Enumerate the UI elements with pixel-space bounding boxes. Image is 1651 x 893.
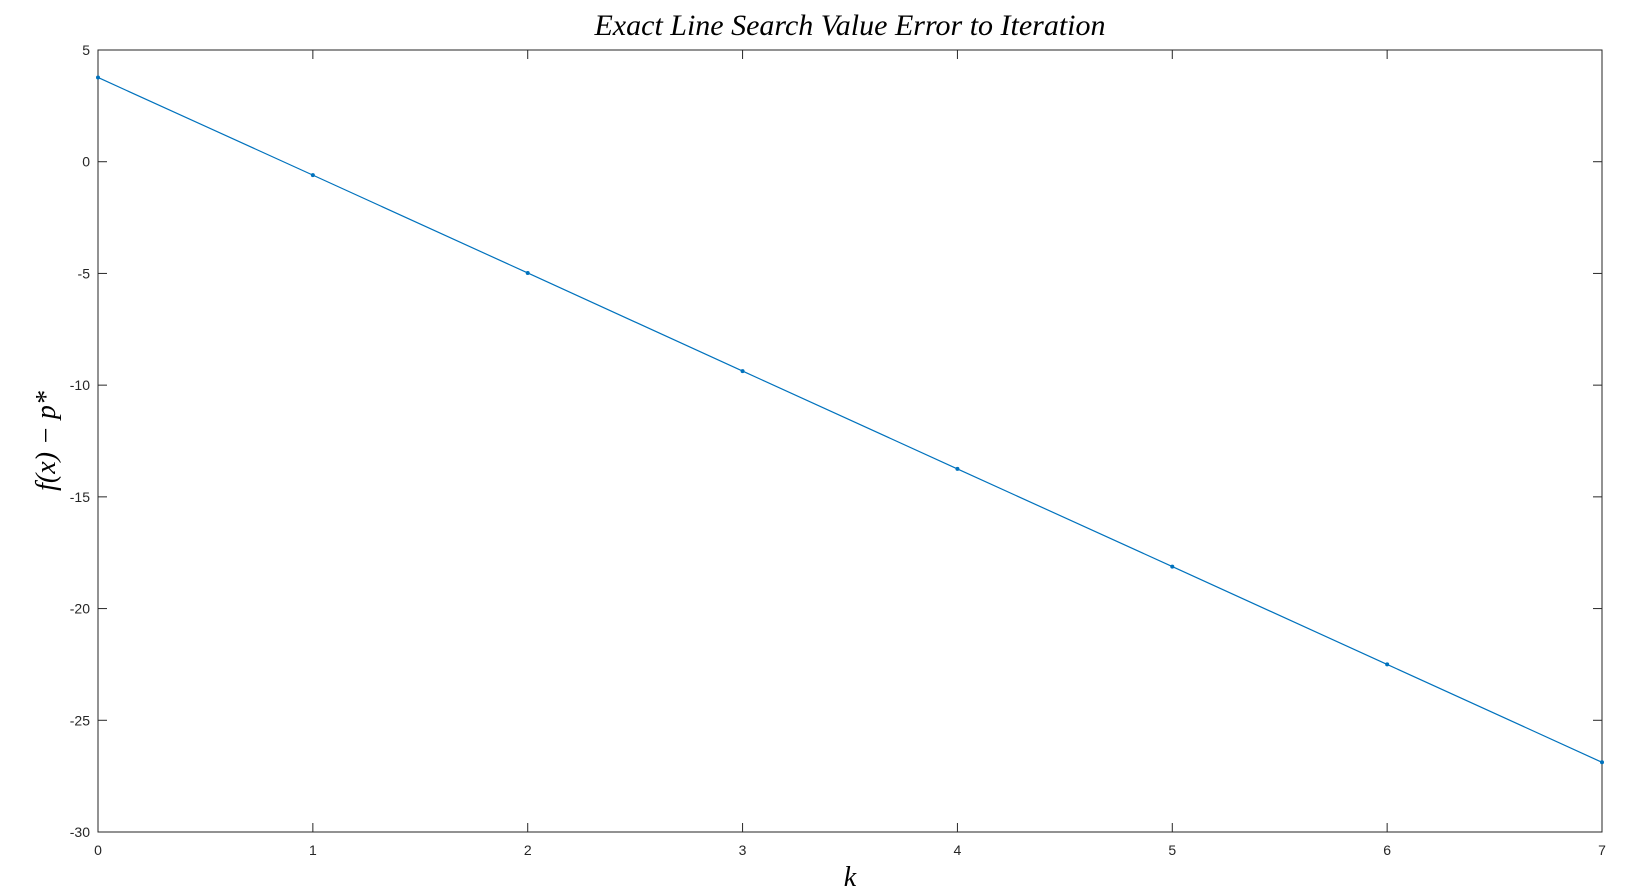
data-point xyxy=(740,369,745,374)
data-point xyxy=(310,173,315,178)
data-point xyxy=(525,270,530,275)
x-tick-label: 4 xyxy=(954,842,962,858)
y-tick-label: 0 xyxy=(82,154,90,170)
y-tick-label: -15 xyxy=(70,489,90,505)
y-tick-label: -20 xyxy=(70,601,90,617)
y-axis-label: f(x) − p* xyxy=(31,391,62,491)
y-tick-label: 5 xyxy=(82,42,90,58)
data-point xyxy=(1600,760,1604,765)
x-axis-label: k xyxy=(844,862,857,893)
plot-area xyxy=(97,49,1603,833)
x-tick-label: 2 xyxy=(524,842,532,858)
data-point xyxy=(1170,564,1175,569)
chart-title: Exact Line Search Value Error to Iterati… xyxy=(593,9,1105,42)
axis-ticks xyxy=(97,49,1603,833)
x-tick-label: 7 xyxy=(1598,842,1606,858)
x-tick-label: 0 xyxy=(94,842,102,858)
y-tick-label: -30 xyxy=(70,824,90,840)
data-point xyxy=(1385,662,1390,667)
x-tick-label: 5 xyxy=(1168,842,1176,858)
data-point xyxy=(955,466,960,471)
data-point xyxy=(96,75,100,80)
series-layer xyxy=(96,75,1604,765)
y-tick-label: -10 xyxy=(70,377,90,393)
x-tick-label: 3 xyxy=(739,842,747,858)
axis-tick-labels: 0 1 2 3 4 5 6 7 5 0 -5 -10 -15 -20 -25 -30 xyxy=(70,42,1606,858)
y-tick-label: -5 xyxy=(78,265,91,281)
x-tick-label: 1 xyxy=(309,842,317,858)
y-tick-label: -25 xyxy=(70,712,90,728)
series-line-0 xyxy=(97,76,1603,763)
x-tick-label: 6 xyxy=(1383,842,1391,858)
